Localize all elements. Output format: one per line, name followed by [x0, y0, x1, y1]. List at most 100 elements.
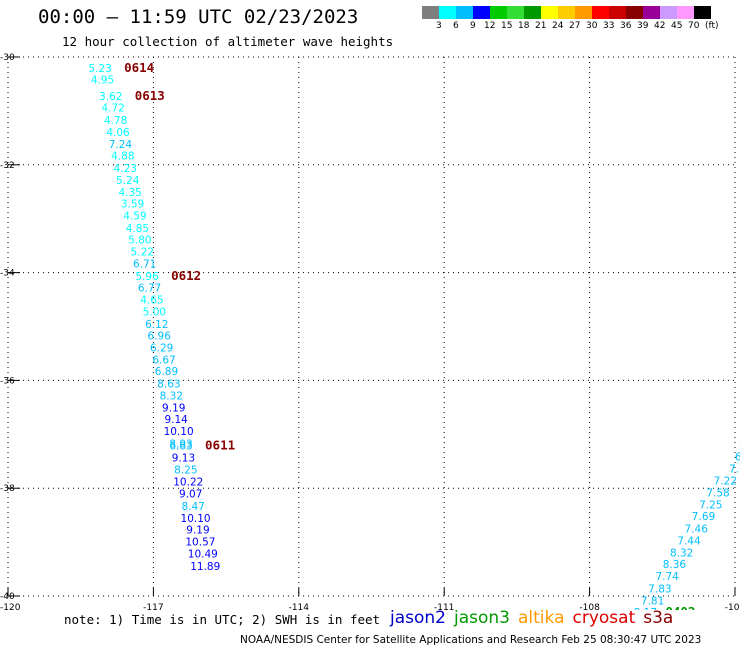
swh-value: 5.96 — [135, 271, 159, 283]
swh-value: 6.63 — [169, 441, 192, 453]
swh-value: 4.72 — [101, 103, 124, 115]
swh-value: 5.00 — [143, 306, 166, 318]
swh-value: 4.85 — [126, 223, 149, 235]
swh-value: 4.06 — [106, 127, 130, 139]
swh-value: 10.10 — [164, 426, 194, 438]
swh-value: 8.25 — [174, 464, 197, 476]
legend-swatch — [558, 6, 575, 19]
legend-label: 6 — [453, 21, 459, 31]
legend-label: 12 — [484, 21, 496, 31]
latitude-tick-label: -38 — [0, 484, 15, 494]
swh-value: 4.78 — [104, 115, 127, 127]
legend-swatch — [456, 6, 473, 19]
swh-value: 5.80 — [128, 235, 151, 247]
footer-note: note: 1) Time is in UTC; 2) SWH is in fe… — [64, 612, 381, 627]
swh-value: 4.95 — [91, 75, 114, 87]
pass-time-label: 0614 — [124, 60, 154, 75]
legend-swatch — [609, 6, 626, 19]
legend-swatch — [473, 6, 490, 19]
legend-swatch — [694, 6, 711, 19]
longitude-tick-label: -105 — [725, 603, 740, 610]
swh-value: 7.69 — [692, 511, 715, 523]
swh-value: 8.47 — [181, 501, 204, 513]
swh-value: 7.46 — [685, 524, 709, 536]
legend-label: 24 — [552, 21, 564, 31]
latitude-tick-label: -30 — [0, 53, 15, 63]
legend-label: (ft) — [705, 21, 719, 31]
swh-value: 6. — [735, 451, 740, 463]
legend-label: 70 — [688, 21, 700, 31]
swh-value: 7.83 — [648, 583, 671, 595]
longitude-tick-label: -108 — [579, 603, 600, 610]
swh-value: 6.71 — [133, 258, 156, 270]
wave-height-legend: 3 6 9 12 15 18 21 24 27 30 33 36 39 42 45 70 (ft) — [422, 6, 719, 31]
swh-value: 8.32 — [670, 547, 693, 559]
swh-value: 4.35 — [118, 187, 141, 199]
swh-value: 7 — [739, 440, 740, 452]
legend-label: 39 — [637, 21, 649, 31]
swh-value: 8.32 — [160, 390, 183, 402]
satellite-key: jason2 jason3 altika cryosat s3a — [390, 608, 681, 628]
swh-value: 8.17 — [634, 607, 657, 610]
longitude-tick-label: -111 — [434, 603, 454, 610]
swh-value: 7.22 — [714, 476, 737, 488]
swh-value: 5.22 — [131, 247, 154, 259]
swh-value: 5.23 — [88, 63, 111, 75]
swh-value: 9.19 — [186, 525, 209, 537]
swh-value: 4.23 — [114, 163, 137, 175]
swh-value: 4.65 — [140, 295, 163, 307]
latitude-tick-label: -40 — [0, 592, 15, 602]
legend-swatch — [592, 6, 609, 19]
swh-value: 7.58 — [706, 488, 729, 500]
legend-label: 45 — [671, 21, 683, 31]
legend-color-bar — [422, 6, 711, 19]
swh-value: 10.57 — [185, 537, 215, 549]
legend-label: 3 — [436, 21, 442, 31]
satellite-name-jason3: jason3 — [454, 608, 510, 628]
map-title: 00:00 – 11:59 UTC 02/23/2023 — [38, 6, 359, 28]
legend-label: 9 — [470, 21, 476, 31]
satellite-name-altika: altika — [518, 608, 565, 628]
swh-value: 10.22 — [173, 477, 203, 489]
legend-labels: 3 6 9 12 15 18 21 24 27 30 33 36 39 42 45 70 (ft) — [422, 19, 719, 31]
longitude-tick-label: -114 — [289, 603, 310, 610]
swh-value: 3.62 — [99, 91, 122, 103]
swh-value: 4.59 — [123, 210, 146, 222]
legend-swatch — [422, 6, 439, 19]
latitude-tick-label: -36 — [0, 376, 15, 386]
legend-swatch — [507, 6, 524, 19]
legend-label: 27 — [569, 21, 581, 31]
legend-swatch — [677, 6, 694, 19]
swh-value: 6.67 — [152, 354, 175, 366]
legend-swatch — [626, 6, 643, 19]
swh-value: 4.88 — [111, 151, 134, 163]
swh-value: 7.44 — [677, 535, 701, 547]
pass-time-label: 0612 — [171, 268, 201, 283]
swh-value: 6.12 — [145, 319, 168, 331]
pass-time-label: 0613 — [135, 88, 165, 103]
legend-swatch — [660, 6, 677, 19]
swh-value: 6.77 — [138, 283, 161, 295]
swh-value: 3.59 — [121, 199, 144, 211]
map-subtitle: 12 hour collection of altimeter wave hei… — [62, 34, 394, 49]
swh-value: 9.13 — [172, 452, 195, 464]
legend-label: 36 — [620, 21, 632, 31]
legend-swatch — [439, 6, 456, 19]
legend-swatch — [575, 6, 592, 19]
legend-label: 42 — [654, 21, 666, 31]
longitude-tick-label: -120 — [0, 603, 21, 610]
swh-value: 8.63 — [157, 379, 180, 391]
swh-value: 7.6 — [729, 463, 740, 475]
legend-label: 30 — [586, 21, 598, 31]
latitude-tick-label: -32 — [0, 161, 15, 171]
legend-swatch — [541, 6, 558, 19]
swh-value: 7.81 — [641, 595, 664, 607]
swh-value: 10.49 — [188, 548, 218, 560]
legend-label: 21 — [535, 21, 547, 31]
legend-label: 33 — [603, 21, 615, 31]
satellite-name-cryosat: cryosat — [572, 608, 636, 628]
satellite-name-jason2: jason2 — [390, 608, 446, 628]
credit-line: NOAA/NESDIS Center for Satellite Applica… — [240, 634, 702, 646]
swh-value: 8.93 — [169, 438, 192, 450]
swh-value: 6.29 — [150, 343, 173, 355]
